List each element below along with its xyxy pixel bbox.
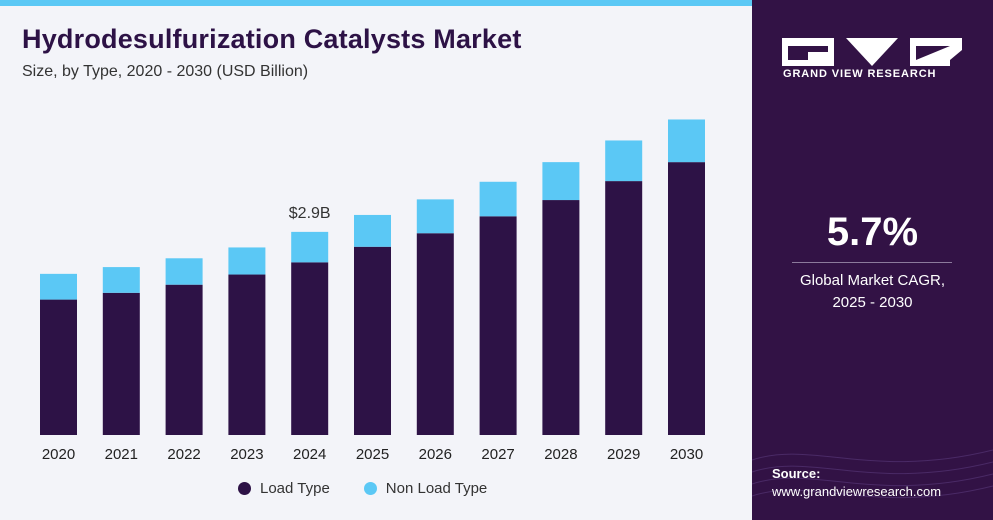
source-label: Source: [772, 466, 821, 481]
bar-2030-load-type [668, 162, 705, 435]
bar-2030-non-load-type [668, 119, 705, 163]
chart-title: Hydrodesulfurization Catalysts Market [22, 24, 522, 54]
bar-2024-load-type [291, 262, 329, 435]
x-tick-label-2026: 2026 [419, 446, 452, 463]
bar-2021-load-type [102, 292, 140, 435]
x-tick-label-2027: 2027 [481, 446, 514, 463]
bar-2028-load-type [542, 200, 580, 435]
source-url[interactable]: www.grandviewresearch.com [772, 484, 942, 499]
cagr-value: 5.7% [826, 210, 919, 254]
bar-2026-load-type [416, 233, 454, 435]
legend-swatch-load-type [238, 482, 251, 495]
bar-2022-non-load-type [165, 258, 203, 285]
stats-panel: GRAND VIEW RESEARCH 5.7% Global Market C… [752, 0, 993, 520]
brand-name: GRAND VIEW RESEARCH [783, 68, 937, 80]
x-tick-label-2029: 2029 [607, 446, 640, 463]
data-label-2024: $2.9B [289, 205, 331, 222]
accent-bar [0, 0, 752, 6]
bar-2022-load-type [165, 284, 203, 435]
chart-panel: Hydrodesulfurization Catalysts Market Si… [0, 0, 752, 520]
bar-2029-non-load-type [605, 140, 643, 182]
x-tick-label-2030: 2030 [670, 446, 703, 463]
bar-2024-non-load-type [291, 231, 329, 263]
bar-2029-load-type [605, 181, 643, 435]
x-tick-label-2023: 2023 [230, 446, 263, 463]
x-tick-label-2021: 2021 [105, 446, 138, 463]
bar-2020-non-load-type [40, 273, 77, 300]
grand-view-research-logo [782, 38, 962, 66]
stat-divider [792, 262, 952, 263]
cagr-label-line2: 2025 - 2030 [832, 294, 913, 311]
decorative-wave-pattern [752, 449, 993, 499]
legend: Load Type Non Load Type [238, 480, 521, 497]
bar-2025-non-load-type [354, 214, 391, 247]
x-tick-label-2024: 2024 [293, 446, 326, 463]
x-tick-label-2028: 2028 [544, 446, 577, 463]
bar-2023-non-load-type [228, 247, 266, 275]
bar-2020-load-type [40, 299, 77, 435]
x-tick-label-2025: 2025 [356, 446, 389, 463]
bar-2021-non-load-type [102, 267, 140, 293]
x-tick-label-2022: 2022 [167, 446, 200, 463]
bar-2023-load-type [228, 274, 266, 435]
chart-subtitle: Size, by Type, 2020 - 2030 (USD Billion) [22, 63, 309, 80]
x-tick-label-2020: 2020 [42, 446, 75, 463]
legend-label-non-load-type: Non Load Type [385, 480, 488, 497]
cagr-label: Global Market CAGR, 2025 - 2030 [752, 270, 993, 314]
bar-2028-non-load-type [542, 162, 580, 201]
source-block: Source: www.grandviewresearch.com [772, 465, 941, 501]
bar-2026-non-load-type [416, 199, 454, 234]
cagr-label-line1: Global Market CAGR, [799, 272, 946, 289]
bar-2027-non-load-type [479, 181, 517, 217]
legend-swatch-non-load-type [363, 482, 377, 495]
legend-label-load-type: Load Type [260, 480, 330, 497]
stacked-bar-chart: 2020 2021 2022 2023 2024 $2.9B 2025 2026 2027 202… [40, 119, 705, 463]
legend-item-load-type: Load Type [238, 480, 330, 497]
bar-2027-load-type [479, 216, 517, 435]
bar-2025-load-type [354, 246, 391, 435]
legend-item-non-load-type: Non Load Type [363, 480, 488, 497]
